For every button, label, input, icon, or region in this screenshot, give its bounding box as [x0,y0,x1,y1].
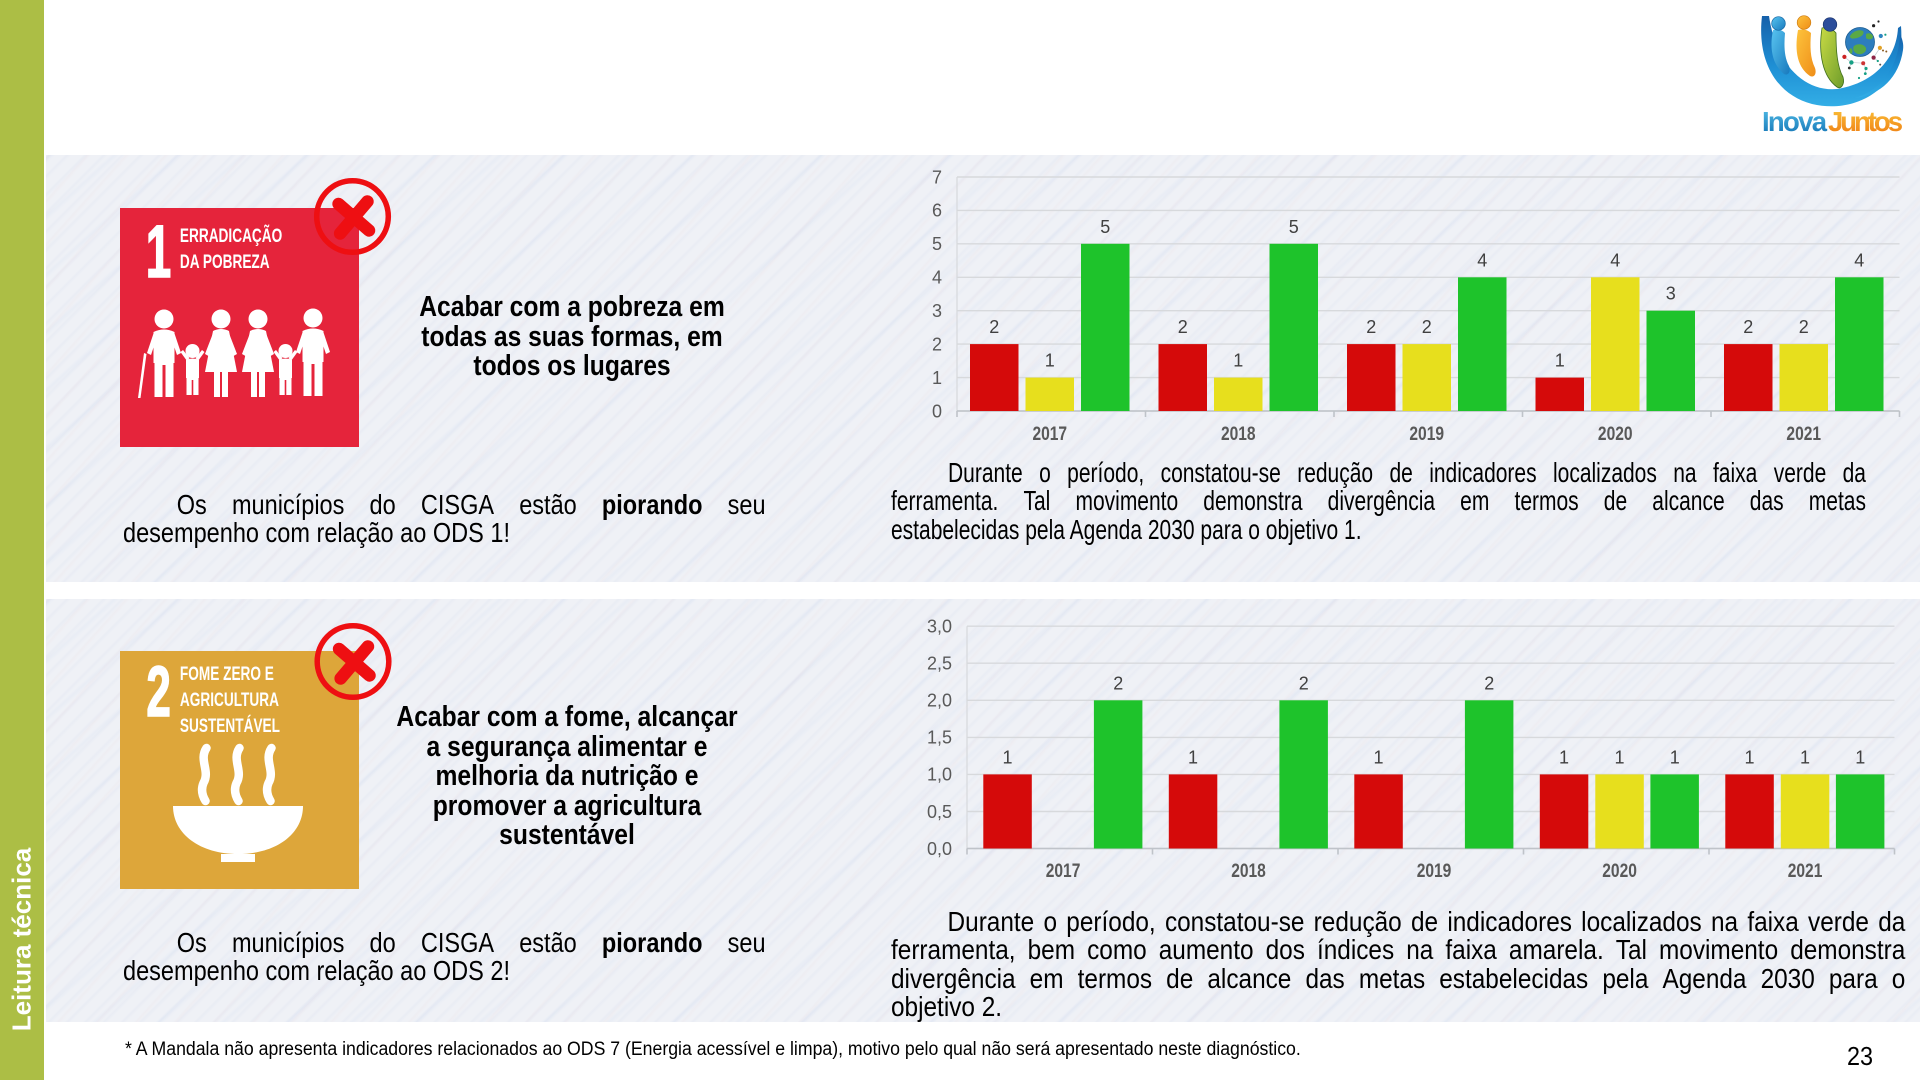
svg-text:3: 3 [1666,284,1676,304]
svg-text:1: 1 [1045,351,1055,371]
svg-text:1: 1 [1559,747,1569,767]
svg-text:2: 2 [932,334,942,354]
svg-text:1: 1 [1373,747,1383,767]
svg-text:SUSTENTÁVEL: SUSTENTÁVEL [180,715,280,737]
svg-text:4: 4 [1610,250,1620,270]
svg-text:1: 1 [1002,747,1012,767]
svg-text:2019: 2019 [1417,860,1452,882]
svg-text:1: 1 [1744,747,1754,767]
svg-text:2,5: 2,5 [927,654,952,674]
svg-text:0,5: 0,5 [927,802,952,822]
svg-text:2,0: 2,0 [927,691,952,711]
svg-text:0,0: 0,0 [927,839,952,859]
svg-text:2018: 2018 [1221,423,1256,445]
svg-text:Inova: Inova [1762,106,1828,137]
svg-text:2021: 2021 [1788,860,1823,882]
svg-text:4: 4 [932,268,942,288]
svg-text:1: 1 [932,368,942,388]
svg-text:DA POBREZA: DA POBREZA [180,251,270,273]
svg-text:1: 1 [1614,747,1624,767]
svg-text:1,0: 1,0 [927,765,952,785]
svg-text:AGRICULTURA: AGRICULTURA [180,689,279,711]
svg-text:Juntos: Juntos [1828,106,1903,137]
svg-text:2020: 2020 [1602,860,1637,882]
svg-text:2: 2 [1113,673,1123,693]
svg-text:1: 1 [1855,747,1865,767]
svg-text:2: 2 [1366,317,1376,337]
svg-text:5: 5 [1100,217,1110,237]
svg-text:2: 2 [1178,317,1188,337]
svg-text:2: 2 [146,652,170,731]
svg-text:1,5: 1,5 [927,728,952,748]
svg-text:6: 6 [932,201,942,221]
svg-text:0: 0 [932,401,942,421]
svg-text:2: 2 [1743,317,1753,337]
svg-text:2017: 2017 [1032,423,1067,445]
svg-text:1: 1 [1233,351,1243,371]
svg-text:2017: 2017 [1046,860,1081,882]
svg-text:7: 7 [932,167,942,187]
svg-text:2019: 2019 [1409,423,1444,445]
svg-text:FOME ZERO E: FOME ZERO E [180,663,274,685]
svg-text:2: 2 [989,317,999,337]
svg-text:2021: 2021 [1786,423,1821,445]
svg-text:1: 1 [1670,747,1680,767]
svg-text:2020: 2020 [1598,423,1633,445]
svg-text:1: 1 [1555,351,1565,371]
svg-text:3,0: 3,0 [927,617,952,637]
svg-text:2: 2 [1799,317,1809,337]
svg-text:1: 1 [1188,747,1198,767]
svg-text:4: 4 [1477,250,1487,270]
svg-text:5: 5 [1289,217,1299,237]
svg-text:2: 2 [1299,673,1309,693]
svg-text:ERRADICAÇÃO: ERRADICAÇÃO [180,223,282,246]
svg-text:3: 3 [932,301,942,321]
svg-text:4: 4 [1854,250,1864,270]
svg-text:2018: 2018 [1231,860,1266,882]
svg-text:5: 5 [932,234,942,254]
svg-text:2: 2 [1422,317,1432,337]
svg-text:1: 1 [146,211,172,294]
svg-text:2: 2 [1484,673,1494,693]
svg-text:1: 1 [1800,747,1810,767]
